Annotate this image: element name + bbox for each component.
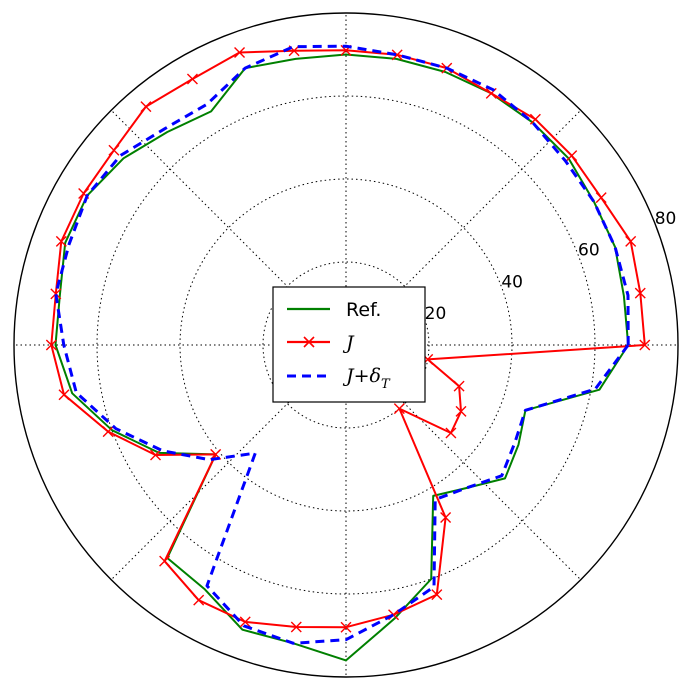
series-marker-1 [440,512,452,524]
grid-circle [262,261,430,429]
legend-label-j-delta: J+δT [342,365,391,392]
grid-circle [179,178,513,512]
series-marker-1 [140,101,152,113]
series-marker-1 [453,380,465,392]
legend-marker-j [303,336,315,348]
legend-label-j: J [342,332,355,354]
series-marker-1 [393,403,405,415]
series-marker-1 [529,113,541,125]
series-marker-1 [55,235,67,247]
series-marker-1 [239,616,251,628]
legend-label-ref: Ref. [346,299,381,321]
series-marker-1 [45,339,57,351]
series-marker-1 [445,427,457,439]
radial-tick-labels: 20 40 60 80 [425,209,677,324]
radial-tick-label: 20 [425,304,447,324]
series-marker-1 [634,287,646,299]
legend: Ref. J J+δT [272,286,426,403]
series-marker-1 [108,144,120,156]
outer-frame [13,12,679,678]
series-marker-1 [639,339,651,351]
series-marker-1 [186,73,198,85]
series-marker-1 [58,389,70,401]
legend-box [272,286,426,403]
series-marker-1 [595,192,607,204]
series-marker-1 [290,621,302,633]
series-marker-1 [431,589,443,601]
legend-label-j-delta-subscript: T [381,377,391,392]
series-marker-1 [102,426,114,438]
radial-tick-label: 80 [655,209,677,229]
series-marker-1 [391,49,403,61]
series-marker-1 [485,87,497,99]
radial-tick-label: 60 [578,241,600,261]
series-marker-1 [50,288,62,300]
series-marker-1 [193,594,205,606]
series-layer [45,44,651,662]
series-marker-1 [455,405,467,417]
radial-tick-label: 40 [501,272,523,292]
series-marker-1 [340,621,352,633]
legend-label-j-delta-main: J+δ [342,365,381,387]
series-marker-1 [566,150,578,162]
series-line-2 [54,44,630,645]
outer-circle [13,12,679,678]
series-marker-1 [150,449,162,461]
series-marker-1 [159,555,171,567]
series-marker-1 [234,47,246,59]
series-marker-1 [625,235,637,247]
